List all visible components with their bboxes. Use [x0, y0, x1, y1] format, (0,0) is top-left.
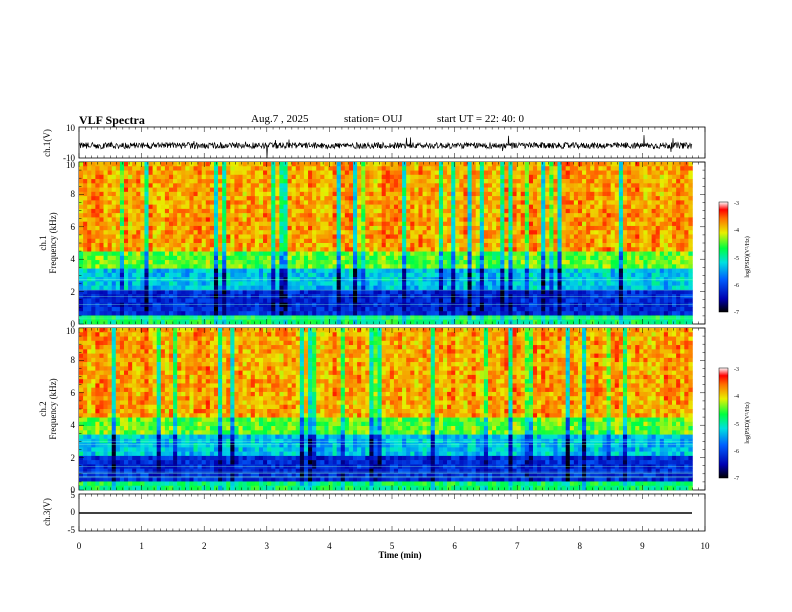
- cb1-tick-m5: -5: [734, 256, 739, 262]
- cb1-tick-m6: -6: [734, 283, 739, 289]
- start-ut-label: start UT = 22: 40: 0: [437, 113, 524, 125]
- x-axis-label: Time (min): [378, 550, 421, 560]
- x-tick-8: 8: [578, 541, 583, 551]
- ch1-freq-ylabel-b: Frequency (kHz): [48, 212, 58, 273]
- cb1-tick-m4: -4: [734, 228, 739, 234]
- x-tick-10: 10: [701, 541, 711, 551]
- ch3-tick-m5: -5: [68, 525, 76, 535]
- cb2-tick-m6: -6: [734, 449, 739, 455]
- ch2-freq-tick-10: 10: [66, 326, 76, 336]
- x-tick-1: 1: [139, 541, 144, 551]
- ch2-freq-tick-0: 0: [71, 485, 76, 495]
- ch1-wave-ylabel: ch.1(V): [42, 129, 52, 157]
- ch1-freq-ylabel-a: ch.1: [38, 235, 48, 250]
- cb1-tick-m7: -7: [734, 310, 739, 316]
- ch2-freq-tick-6: 6: [71, 388, 76, 398]
- ch2-freq-ylabel-b: Frequency (kHz): [48, 378, 58, 439]
- ch1-freq-tick-0: 0: [71, 319, 76, 329]
- ch1-freq-tick-4: 4: [71, 254, 76, 264]
- ch1-colorbar: [718, 201, 729, 313]
- ch2-freq-tick-2: 2: [71, 453, 76, 463]
- cb1-tick-m3: -3: [734, 201, 739, 207]
- plot-title: VLF Spectra: [79, 113, 145, 127]
- x-tick-2: 2: [202, 541, 207, 551]
- ch1-freq-tick-6: 6: [71, 222, 76, 232]
- x-tick-7: 7: [515, 541, 520, 551]
- x-tick-5: 5: [390, 541, 395, 551]
- ch2-spectrogram: [79, 328, 693, 491]
- date-label: Aug.7 , 2025: [251, 113, 309, 125]
- cb2-tick-m7: -7: [734, 476, 739, 482]
- ch3-wave-ylabel: ch.3(V): [42, 498, 52, 526]
- x-tick-6: 6: [452, 541, 457, 551]
- x-tick-3: 3: [265, 541, 270, 551]
- ch3-tick-0: 0: [71, 507, 76, 517]
- ch1-wave-tick-10: 10: [66, 123, 76, 133]
- ch1-freq-tick-2: 2: [71, 287, 76, 297]
- ch2-freq-ylabel-a: ch.2: [38, 401, 48, 416]
- ch3-tick-5: 5: [71, 490, 76, 500]
- axis-ticks: [78, 127, 706, 531]
- cb1-label: log(PSD)(V²/Hz): [744, 236, 751, 277]
- ch1-wave-tick-m10: -10: [63, 153, 75, 163]
- x-tick-9: 9: [640, 541, 645, 551]
- ch1-freq-tick-8: 8: [71, 189, 76, 199]
- station-label: station= OUJ: [344, 113, 403, 125]
- ch1-wave-panel: [78, 126, 706, 159]
- cb2-tick-m3: -3: [734, 367, 739, 373]
- x-tick-0: 0: [77, 541, 82, 551]
- cb2-label: log(PSD)(V²/Hz): [744, 402, 751, 443]
- ch2-freq-tick-8: 8: [71, 355, 76, 365]
- ch1-spectrogram: [79, 162, 693, 325]
- cb2-tick-m5: -5: [734, 422, 739, 428]
- ch2-freq-tick-4: 4: [71, 420, 76, 430]
- ch2-colorbar: [718, 367, 729, 479]
- x-tick-4: 4: [327, 541, 332, 551]
- ch1-waveform-line: [78, 135, 693, 159]
- cb2-tick-m4: -4: [734, 394, 739, 400]
- ch1-freq-tick-10: 10: [66, 160, 76, 170]
